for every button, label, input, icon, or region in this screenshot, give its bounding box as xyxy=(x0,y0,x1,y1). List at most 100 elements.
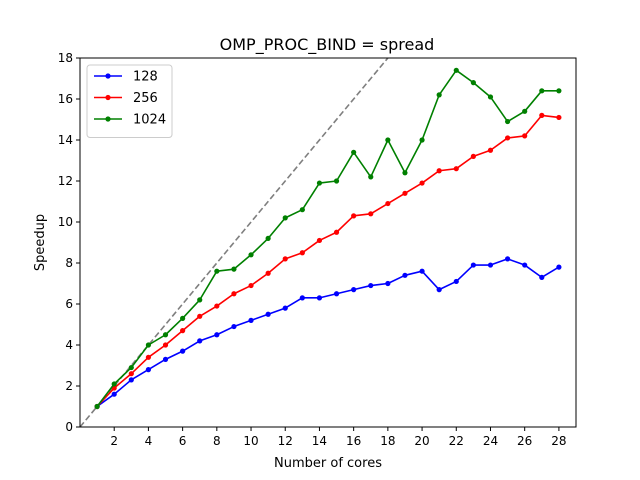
data-point xyxy=(265,311,271,317)
x-tick-label: 20 xyxy=(414,434,429,448)
data-point xyxy=(351,213,357,219)
legend-label: 1024 xyxy=(133,113,166,128)
plot-area xyxy=(80,58,562,427)
series-line xyxy=(96,69,559,407)
data-point xyxy=(402,190,408,196)
x-tick-label: 8 xyxy=(213,434,221,448)
y-tick-label: 2 xyxy=(65,379,73,393)
data-point xyxy=(487,262,494,268)
data-point xyxy=(197,313,203,319)
y-tick-label: 10 xyxy=(58,215,73,229)
data-point xyxy=(214,268,220,274)
x-axis: 2 4 6 8 10 12 14 16 18 20 22 24 26 28 xyxy=(110,427,567,448)
y-tick-label: 16 xyxy=(58,92,73,106)
data-point xyxy=(436,168,442,174)
data-point xyxy=(402,170,408,176)
y-axis: 0 2 4 6 8 10 12 14 16 18 xyxy=(58,51,80,434)
series-line xyxy=(96,114,559,408)
data-point xyxy=(453,166,459,172)
data-point xyxy=(299,295,305,301)
data-point xyxy=(385,200,391,207)
data-point xyxy=(504,256,511,262)
data-point xyxy=(333,291,340,297)
data-point xyxy=(419,180,425,186)
data-point xyxy=(162,356,169,362)
y-tick-label: 18 xyxy=(58,51,73,65)
legend: 128 256 1024 xyxy=(86,64,173,138)
data-point xyxy=(265,270,271,276)
data-point xyxy=(556,88,562,94)
data-point xyxy=(248,252,254,258)
series-256 xyxy=(94,112,562,410)
data-point xyxy=(265,235,271,241)
data-point xyxy=(145,354,152,360)
data-point xyxy=(333,178,340,184)
data-point xyxy=(522,108,528,114)
data-point xyxy=(556,114,562,121)
data-point xyxy=(453,67,459,73)
x-tick-label: 24 xyxy=(483,434,498,448)
data-point xyxy=(180,348,186,354)
x-tick-label: 14 xyxy=(312,434,327,448)
data-point xyxy=(162,332,169,338)
data-point xyxy=(436,287,442,293)
data-point xyxy=(231,323,237,330)
y-tick-label: 4 xyxy=(65,338,73,352)
data-point xyxy=(111,381,117,387)
data-point xyxy=(282,256,288,262)
x-tick-label: 22 xyxy=(449,434,464,448)
legend-swatch-marker xyxy=(105,94,111,101)
x-tick-label: 4 xyxy=(145,434,153,448)
data-point xyxy=(487,147,494,153)
data-point xyxy=(539,112,545,118)
y-axis-label: Speedup xyxy=(33,214,48,271)
data-point xyxy=(470,262,476,268)
data-point xyxy=(162,342,169,348)
series-1024 xyxy=(94,67,562,410)
data-point xyxy=(351,287,357,293)
legend-label: 256 xyxy=(133,91,158,106)
x-tick-label: 2 xyxy=(110,434,118,448)
data-point xyxy=(128,371,134,377)
y-tick-label: 8 xyxy=(65,256,73,270)
data-point xyxy=(539,88,545,94)
plot-frame xyxy=(79,57,577,428)
data-point xyxy=(214,332,220,338)
data-point xyxy=(231,291,237,297)
data-point xyxy=(385,280,391,287)
data-point xyxy=(504,135,511,141)
data-point xyxy=(487,94,494,100)
x-tick-label: 16 xyxy=(346,434,361,448)
data-point xyxy=(299,250,305,256)
x-tick-label: 26 xyxy=(517,434,532,448)
data-point xyxy=(368,211,374,217)
data-point xyxy=(504,118,511,125)
data-point xyxy=(248,317,254,323)
y-tick-label: 14 xyxy=(58,133,73,147)
data-point xyxy=(145,342,152,348)
data-point xyxy=(333,229,340,235)
data-point xyxy=(453,278,459,285)
x-tick-label: 12 xyxy=(278,434,293,448)
data-point xyxy=(94,403,100,410)
data-point xyxy=(522,262,528,268)
legend-label: 128 xyxy=(133,70,158,85)
legend-swatch-marker xyxy=(105,73,111,79)
data-point xyxy=(299,207,305,213)
x-tick-label: 28 xyxy=(551,434,566,448)
x-tick-label: 6 xyxy=(179,434,187,448)
data-point xyxy=(248,282,254,289)
data-point xyxy=(180,315,186,321)
x-tick-label: 18 xyxy=(380,434,395,448)
data-point xyxy=(522,133,528,139)
chart-title: OMP_PROC_BIND = spread xyxy=(220,35,435,55)
data-point xyxy=(436,92,442,98)
data-point xyxy=(556,264,562,270)
data-point xyxy=(368,282,374,289)
data-point xyxy=(282,305,288,311)
data-point xyxy=(111,391,117,397)
y-tick-label: 12 xyxy=(58,174,73,188)
data-point xyxy=(470,80,476,86)
data-point xyxy=(316,180,323,186)
